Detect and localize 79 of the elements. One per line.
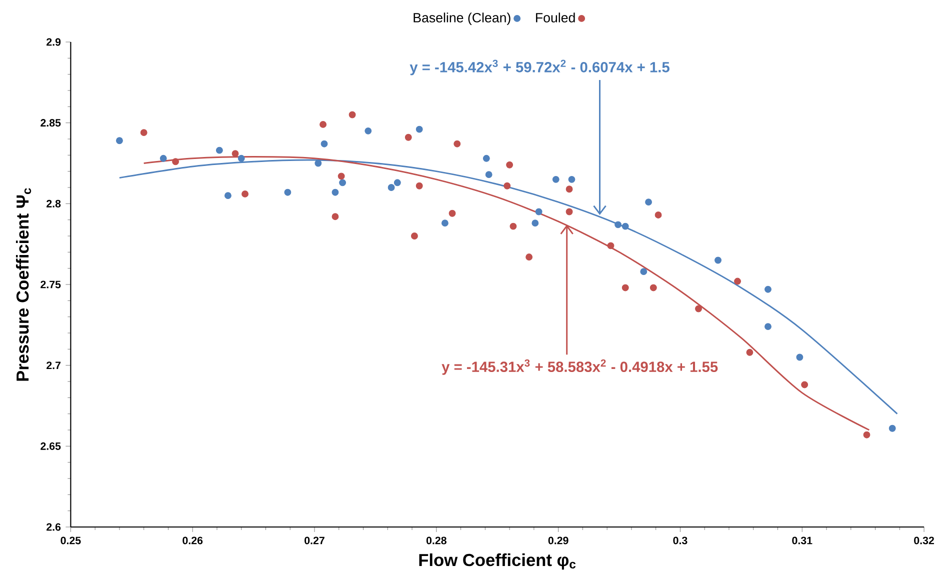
point (242, 190, 248, 198)
point (339, 179, 346, 186)
point (160, 154, 167, 162)
point (532, 220, 539, 227)
point (863, 431, 870, 438)
point (510, 222, 517, 230)
point (504, 182, 511, 190)
x-tick-label: 0.27 (304, 536, 324, 544)
legend-label: Fouled (536, 12, 575, 22)
point (650, 284, 657, 292)
point (416, 126, 423, 133)
point (172, 158, 180, 166)
x-tick-label: 0.26 (182, 536, 203, 544)
point (654, 212, 662, 218)
point (746, 348, 754, 356)
point (314, 160, 322, 167)
point (764, 286, 772, 293)
point (622, 222, 629, 230)
x-axis-title: Flow Coefficient φ$_{c}$ (419, 553, 576, 570)
point (535, 208, 542, 216)
point (394, 179, 401, 186)
point (607, 242, 614, 250)
y-tick-label: 2.85 (40, 119, 61, 127)
point (622, 284, 629, 292)
point (448, 210, 456, 217)
point (320, 120, 327, 128)
y-tick-label: 2.65 (40, 442, 61, 450)
y-tick-label: 2.7 (46, 362, 61, 370)
point (888, 424, 896, 432)
point (485, 171, 492, 178)
point (640, 268, 648, 276)
x-tick-label: 0.29 (548, 536, 568, 544)
point (404, 134, 412, 141)
point (714, 256, 722, 264)
y-tick-label: 2.6 (46, 523, 61, 531)
point (411, 232, 418, 240)
point (284, 188, 292, 196)
point (801, 381, 808, 388)
point (338, 172, 345, 180)
point (388, 184, 395, 191)
y-tick-label: 2.75 (40, 280, 61, 288)
x-tick-label: 0.32 (914, 536, 934, 544)
point (695, 305, 702, 312)
x-tick-label: 0.25 (60, 536, 81, 544)
legend-label: Baseline (Clean) (414, 12, 510, 26)
point (614, 221, 622, 228)
point (224, 192, 232, 200)
y-tick-label: 2.9 (46, 38, 61, 46)
point (506, 161, 514, 168)
point (796, 354, 804, 361)
point (320, 140, 328, 148)
point (566, 208, 573, 216)
point (734, 278, 741, 285)
point (441, 220, 448, 227)
x-tick-label: 0.31 (792, 536, 812, 544)
point (140, 129, 148, 136)
point (552, 176, 560, 183)
point (566, 186, 573, 193)
y-tick-label: 2.8 (46, 200, 61, 208)
point (116, 137, 123, 144)
y-axis-title: Pressure Coefficient Ψ$_{c}$ (16, 188, 32, 381)
point (764, 323, 772, 330)
x-tick-label: 0.28 (426, 536, 446, 544)
point (416, 182, 423, 190)
annotation: y = -145.42x$^{3}$ + 59.72x$^{2}$ - 0.6074x + 1.5 (410, 60, 670, 76)
x-tick-label: 0.3 (673, 536, 688, 544)
point (332, 188, 339, 196)
point (238, 154, 245, 162)
point (454, 140, 461, 148)
point (332, 213, 339, 220)
point (348, 111, 356, 118)
point (232, 150, 239, 158)
point (568, 176, 576, 183)
point (482, 154, 490, 162)
point (364, 127, 372, 134)
annotation: y = -145.31x$^{3}$ + 58.583x$^{2}$ - 0.4918x + 1.55 (442, 359, 718, 375)
point (216, 146, 223, 154)
point (526, 254, 533, 260)
point (645, 198, 652, 206)
